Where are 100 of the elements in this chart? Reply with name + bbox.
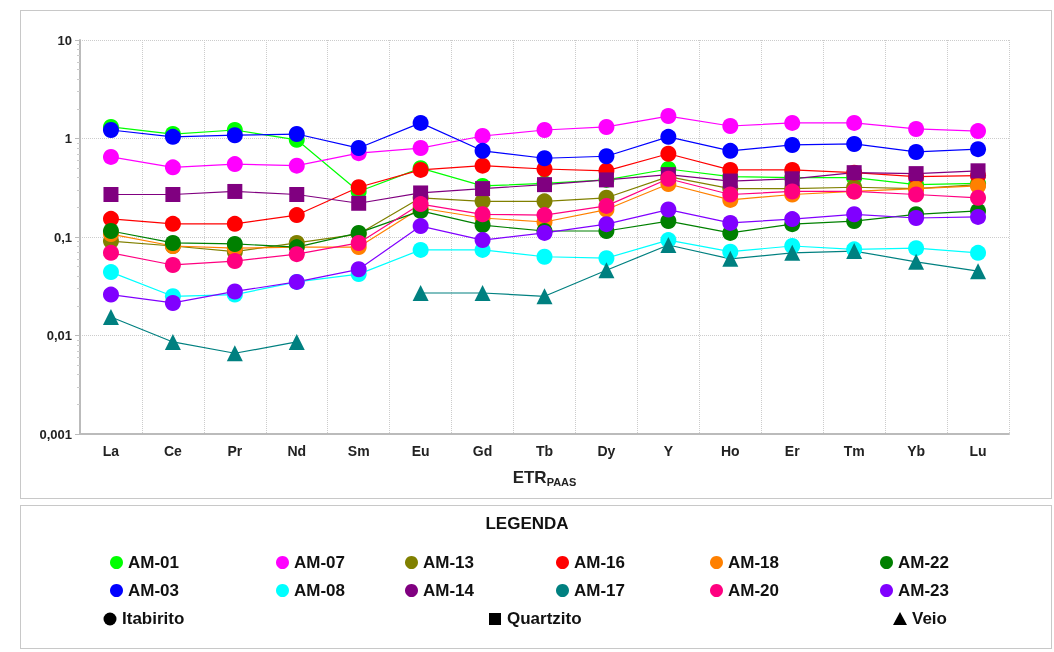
point (350, 179, 367, 196)
point (288, 207, 305, 224)
point (970, 189, 987, 206)
point (846, 114, 863, 131)
point (722, 186, 739, 203)
point (102, 309, 119, 326)
point (598, 118, 615, 135)
point (412, 140, 429, 157)
point (598, 250, 615, 267)
point (660, 201, 677, 218)
x-tick-label: Tb (535, 443, 554, 459)
point (474, 128, 491, 144)
point (722, 214, 739, 231)
point (227, 183, 243, 199)
x-tick-label: Ho (720, 443, 740, 459)
legend-label: AM-07 (294, 553, 346, 572)
point (660, 236, 677, 253)
point (598, 197, 615, 214)
point (722, 250, 739, 267)
point (102, 264, 119, 281)
x-tick-label: Dy (597, 443, 616, 459)
point (350, 234, 367, 251)
y-tick-label: 1 (64, 131, 72, 146)
point (164, 215, 181, 232)
legend-label: AM-23 (898, 581, 950, 600)
point (102, 148, 119, 165)
point (908, 240, 925, 257)
point (102, 122, 119, 138)
point (412, 218, 429, 235)
point (846, 135, 863, 152)
point (660, 108, 677, 125)
legend-label: AM-03 (128, 581, 180, 600)
point (660, 145, 677, 162)
point (536, 248, 553, 265)
point (846, 206, 863, 223)
point (226, 127, 243, 144)
point (474, 157, 491, 174)
y-tick-label: 0,1 (53, 229, 72, 245)
point (164, 294, 181, 311)
legend-label: AM-01 (128, 553, 180, 572)
legend-label: AM-17 (574, 581, 626, 600)
point (784, 244, 801, 261)
x-tick-label: Gd (472, 443, 493, 459)
point (474, 232, 491, 249)
point (226, 215, 243, 232)
point (288, 126, 305, 143)
point (598, 216, 615, 233)
point (784, 211, 801, 228)
x-tick-label: Eu (411, 443, 430, 459)
point (722, 142, 739, 159)
x-tick-label: Sm (347, 443, 370, 459)
point (412, 285, 429, 302)
point (288, 246, 305, 263)
point (412, 241, 429, 258)
x-tick-label: Lu (969, 443, 987, 459)
x-tick-label: La (102, 443, 120, 459)
point (226, 253, 243, 270)
point (350, 261, 367, 278)
x-tick-label: Tm (843, 443, 865, 459)
point (970, 123, 987, 140)
y-tick-label: 0,001 (39, 426, 72, 442)
legend-label: AM-18 (728, 553, 780, 572)
point (598, 262, 615, 279)
point (536, 193, 553, 210)
text: Itabirito (122, 609, 185, 628)
point (536, 150, 553, 167)
point (226, 235, 243, 252)
point (474, 142, 491, 159)
text: Veio (912, 609, 947, 628)
point (784, 114, 801, 131)
legend-label: AM-22 (898, 553, 950, 572)
point (412, 196, 429, 213)
point (784, 136, 801, 153)
point (970, 163, 986, 179)
point (164, 234, 181, 251)
point (165, 187, 181, 203)
point (351, 195, 367, 211)
point (536, 207, 553, 224)
x-tick-label: Yb (907, 443, 926, 459)
y-tick-label: 0,01 (46, 328, 72, 343)
point (474, 206, 491, 223)
point (970, 208, 987, 225)
legend-title: LEGENDA (485, 514, 569, 533)
point (536, 122, 553, 138)
legend-label: AM-08 (294, 581, 346, 600)
legend-label: AM-13 (423, 553, 475, 572)
point (164, 159, 181, 176)
point (164, 333, 181, 350)
point (412, 114, 429, 131)
y-tick-label: 10 (57, 32, 72, 48)
point (908, 186, 925, 203)
x-tick-label: Y (663, 443, 674, 459)
point (660, 128, 677, 145)
x-tick-label: Nd (287, 443, 307, 459)
point (475, 181, 491, 197)
point (288, 157, 305, 174)
legend-label: AM-16 (574, 553, 626, 572)
point (722, 117, 739, 134)
point (288, 333, 305, 350)
point (226, 156, 243, 173)
